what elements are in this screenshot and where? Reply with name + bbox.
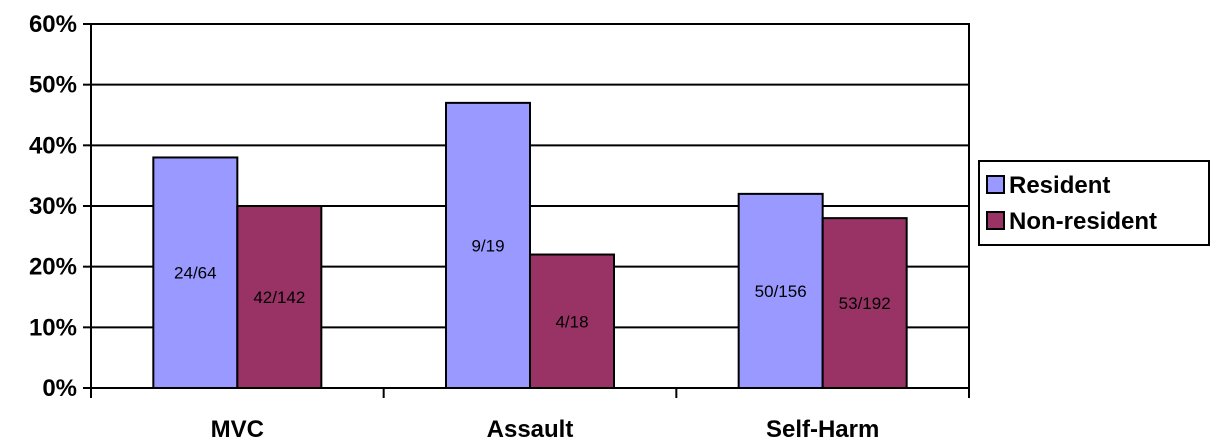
legend-swatch (986, 175, 1005, 194)
data-label: 9/19 (471, 236, 504, 255)
bar-resident-assault (445, 101, 531, 389)
bar-non-resident-assault (529, 253, 615, 389)
legend-box (978, 160, 1210, 246)
y-tick-label: 0% (42, 375, 77, 402)
legend-label: Resident (1009, 172, 1110, 199)
data-label: 24/64 (174, 264, 217, 283)
legend: Resident Non-resident (978, 160, 1210, 246)
y-tick-label: 20% (29, 254, 77, 281)
x-tick-label: MVC (211, 416, 264, 443)
x-axis: MVC Assault Self-Harm (90, 388, 970, 443)
y-tick-label: 60% (29, 11, 77, 38)
y-tick-label: 50% (29, 72, 77, 99)
data-label: 4/18 (555, 312, 588, 331)
bar-non-resident-self-harm (821, 217, 908, 389)
y-tick-label: 40% (29, 132, 77, 159)
x-tick-label: Self-Harm (766, 416, 879, 443)
legend-label: Non-resident (1009, 208, 1157, 235)
data-label: 50/156 (755, 282, 807, 301)
y-tick-label: 30% (29, 193, 77, 220)
legend-swatch (986, 211, 1005, 230)
bar-non-resident-mvc (236, 205, 323, 389)
bars: 24/64 42/142 9/19 4/18 50/156 53/192 (152, 101, 908, 389)
data-label: 42/142 (253, 288, 305, 307)
x-tick-label: Assault (487, 416, 574, 443)
data-label: 53/192 (839, 294, 891, 313)
y-tick-label: 10% (29, 314, 77, 341)
y-axis: 0% 10% 20% 30% 40% 50% 60% (29, 11, 91, 402)
